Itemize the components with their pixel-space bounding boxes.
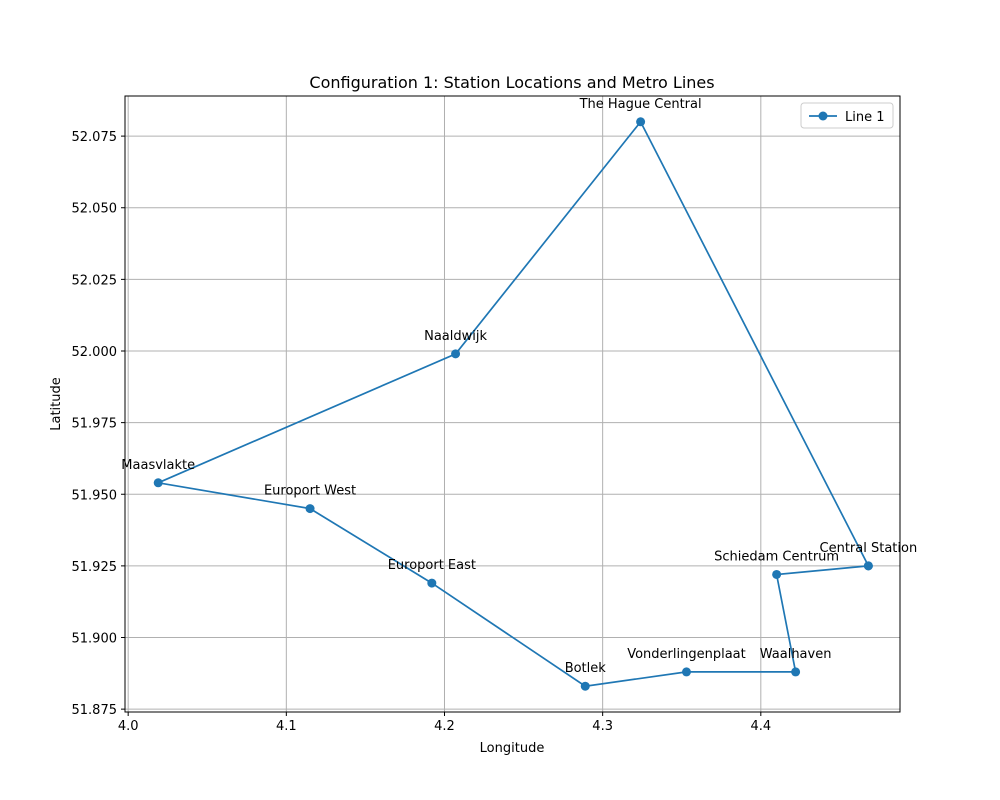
legend: Line 1 xyxy=(800,102,894,129)
plot-frame xyxy=(124,95,901,713)
station-label: Botlek xyxy=(565,661,607,676)
x-axis-label: Longitude xyxy=(480,741,545,756)
data-point xyxy=(305,504,315,514)
x-tick-label: 4.0 xyxy=(118,719,139,734)
annotation-layer: The Hague Central Naaldwijk Maasvlakte Euro… xyxy=(121,97,917,676)
station-label: The Hague Central xyxy=(579,97,702,112)
plot-background xyxy=(125,96,900,712)
station-label: Maasvlakte xyxy=(121,458,195,473)
x-tick-label: 4.2 xyxy=(434,719,455,734)
data-point xyxy=(580,681,590,691)
y-tick-label: 51.950 xyxy=(72,488,118,503)
y-tick-label: 51.875 xyxy=(72,703,118,718)
x-tick-label: 4.1 xyxy=(276,719,297,734)
y-tick-label: 52.025 xyxy=(72,273,118,288)
station-label: Naaldwijk xyxy=(424,329,487,344)
station-label: Schiedam Centrum xyxy=(714,549,839,564)
data-point xyxy=(636,117,646,127)
y-tick-label: 52.075 xyxy=(72,130,118,145)
y-tick-label: 51.900 xyxy=(72,632,118,647)
y-tick-label: 51.975 xyxy=(72,417,118,432)
legend-label: Line 1 xyxy=(845,110,885,125)
y-tick-label: 52.050 xyxy=(72,202,118,217)
y-axis-label: Latitude xyxy=(49,377,64,431)
grid xyxy=(125,96,900,712)
y-tick-label: 52.000 xyxy=(72,345,118,360)
station-label: Central Station xyxy=(820,541,918,556)
station-label: Europort East xyxy=(388,558,476,573)
plot-area: The Hague Central Naaldwijk Maasvlakte Euro… xyxy=(121,95,917,713)
station-label: Waalhaven xyxy=(760,647,832,662)
y-axis: 51.875 51.900 51.925 51.950 51.975 52.000 52.0… xyxy=(72,130,125,718)
data-point xyxy=(153,478,163,488)
data-point xyxy=(791,667,801,677)
chart-title: Configuration 1: Station Locations and M… xyxy=(309,73,714,92)
data-point xyxy=(863,561,873,571)
data-point xyxy=(427,578,437,588)
series-layer xyxy=(153,117,873,691)
legend-marker xyxy=(818,111,828,121)
data-point xyxy=(681,667,691,677)
x-axis: 4.0 4.1 4.2 4.3 4.4 xyxy=(118,712,771,734)
station-label: Vonderlingenplaat xyxy=(627,647,746,662)
y-tick-label: 51.925 xyxy=(72,560,118,575)
x-tick-label: 4.4 xyxy=(750,719,771,734)
station-label: Europort West xyxy=(264,484,356,499)
x-tick-label: 4.3 xyxy=(592,719,613,734)
data-point xyxy=(451,349,461,359)
data-point xyxy=(772,569,782,579)
legend-box xyxy=(800,102,894,129)
